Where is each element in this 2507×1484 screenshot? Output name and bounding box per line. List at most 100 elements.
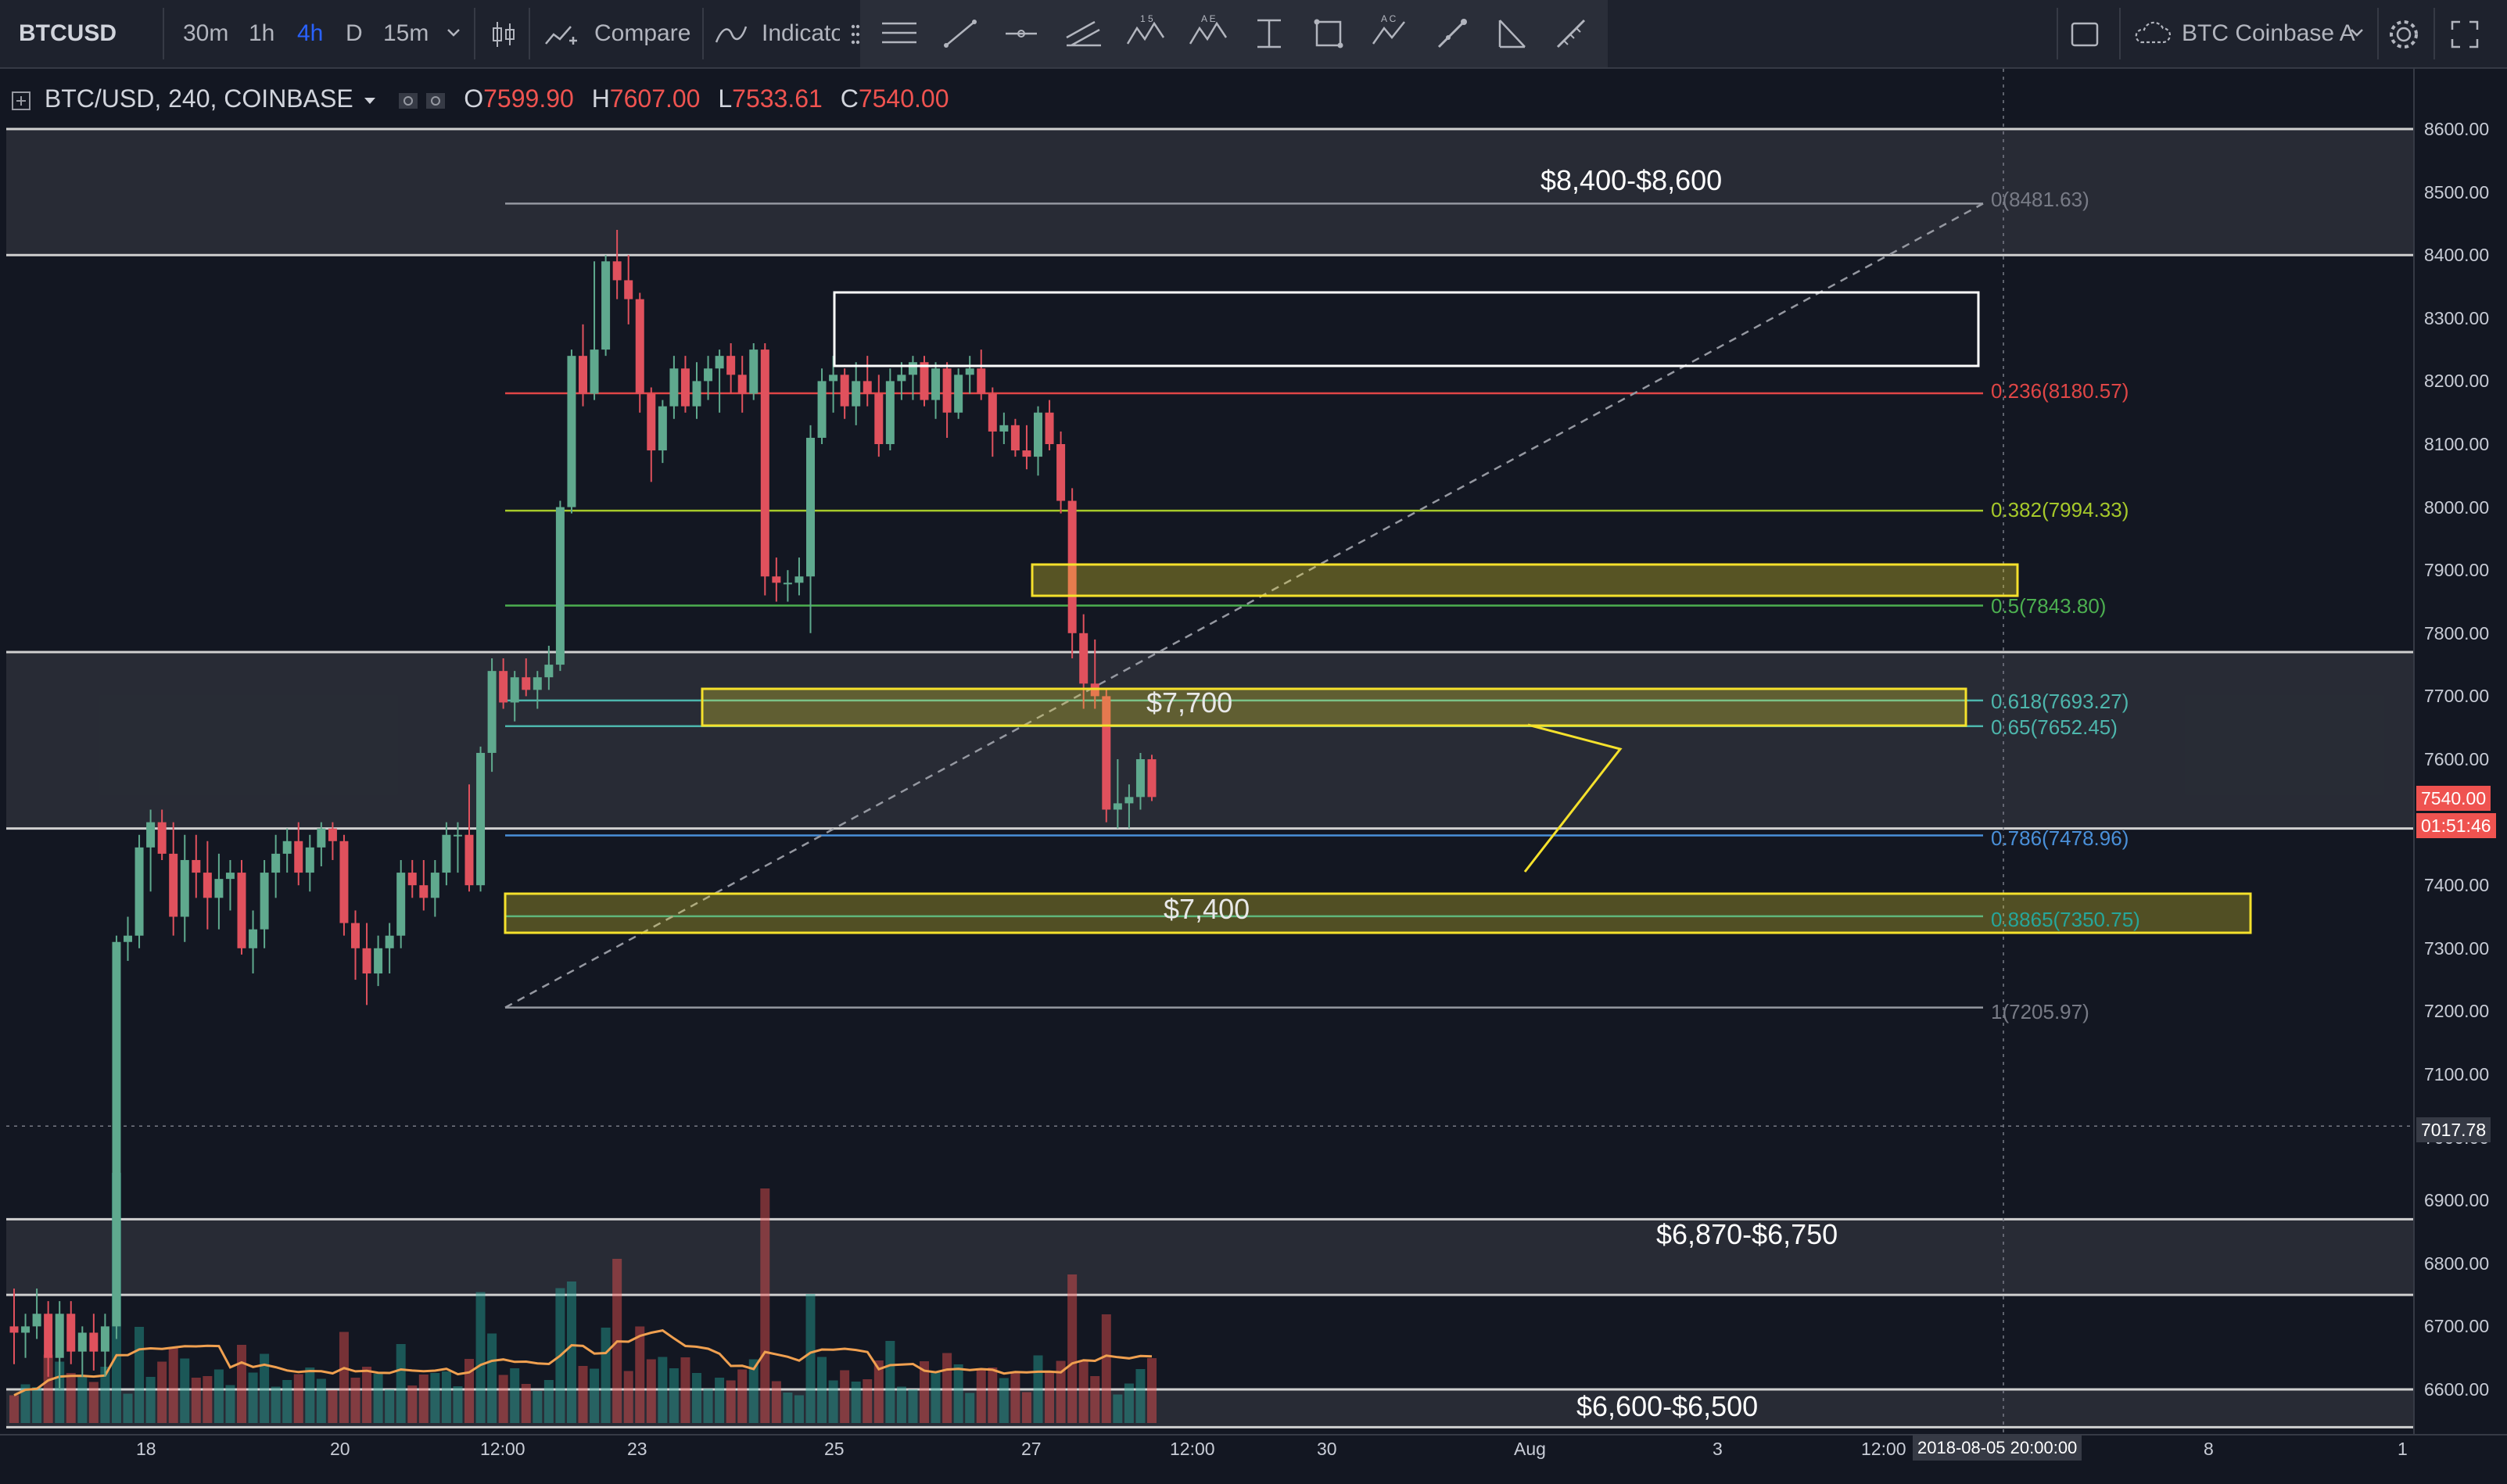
legend-title[interactable]: BTC/USD, 240, COINBASE xyxy=(44,84,353,113)
interval-15m[interactable]: 15m xyxy=(383,20,429,46)
volume-bar xyxy=(1067,1274,1078,1423)
candle-body xyxy=(794,576,804,583)
drawn-rectangle xyxy=(833,291,1980,367)
candle-body xyxy=(464,834,474,886)
volume-bar xyxy=(43,1354,53,1423)
drag-handle-icon[interactable] xyxy=(851,23,860,45)
chevron-down-icon[interactable] xyxy=(446,27,461,39)
volume-bar xyxy=(1135,1369,1146,1423)
volume-bar xyxy=(590,1368,600,1423)
volume-bar xyxy=(157,1361,167,1423)
gear-icon[interactable] xyxy=(2387,17,2421,52)
abcd-pattern-icon[interactable]: A E xyxy=(1187,13,1229,52)
volume-bar xyxy=(931,1372,941,1423)
candle-body xyxy=(430,873,439,898)
candle-body xyxy=(112,941,121,1327)
candle-body xyxy=(852,381,861,407)
volume-bar xyxy=(748,1359,759,1423)
trend-line-icon[interactable] xyxy=(941,17,979,50)
volume-bar xyxy=(293,1374,303,1423)
fib-label-0786: 0.786(7478.96) xyxy=(1991,826,2129,850)
interval-30m[interactable]: 30m xyxy=(183,20,229,46)
candle-body xyxy=(772,576,781,583)
price-tick: 8400.00 xyxy=(2424,245,2490,266)
legend-high: 7607.00 xyxy=(609,84,701,113)
volume-bar xyxy=(658,1357,668,1423)
interval-d[interactable]: D xyxy=(346,20,363,46)
candles-icon[interactable] xyxy=(490,19,518,50)
candle-body xyxy=(203,873,212,898)
volume-bar xyxy=(521,1384,531,1423)
candle-body xyxy=(134,847,144,936)
brush-icon[interactable] xyxy=(1434,16,1470,52)
svg-text:A C: A C xyxy=(1381,13,1397,24)
candle-body xyxy=(942,368,952,413)
ruler-icon[interactable] xyxy=(1553,16,1589,52)
candle-body xyxy=(1147,759,1157,798)
symbol-search[interactable]: BTCUSD xyxy=(19,20,117,46)
candle-body xyxy=(305,847,314,873)
plus-square-icon[interactable] xyxy=(11,91,31,111)
grey-zone-band xyxy=(6,1389,2413,1428)
chevron-down-icon[interactable] xyxy=(2349,27,2365,39)
time-axis[interactable] xyxy=(0,1434,2507,1484)
fib-channel-icon[interactable] xyxy=(1063,17,1103,50)
fib-label-0236: 0.236(8180.57) xyxy=(1991,379,2129,403)
candle-body xyxy=(317,828,326,848)
candle-body xyxy=(249,929,258,948)
forecast-icon[interactable] xyxy=(1494,16,1530,52)
volume-bar xyxy=(692,1373,701,1423)
volume-bar xyxy=(601,1328,611,1423)
candle-body xyxy=(624,280,633,299)
eye-icon[interactable] xyxy=(398,91,418,110)
compare-button[interactable]: Compare xyxy=(594,20,691,46)
settings-small-icon[interactable] xyxy=(425,91,446,110)
candle-body xyxy=(977,368,986,394)
interval-1h[interactable]: 1h xyxy=(249,20,275,46)
volume-bar xyxy=(828,1380,838,1423)
toolbar-divider xyxy=(2057,8,2058,59)
horizontal-line-icon[interactable] xyxy=(1002,17,1040,50)
volume-bars xyxy=(9,1173,1157,1423)
price-tick: 7900.00 xyxy=(2424,560,2490,581)
candle-body xyxy=(920,362,929,400)
interval-4h[interactable]: 4h xyxy=(297,20,324,46)
horizontal-lines-icon[interactable] xyxy=(879,17,920,50)
compare-icon[interactable] xyxy=(543,20,579,48)
volume-bar xyxy=(66,1373,76,1423)
candle-body xyxy=(806,437,815,577)
grey-zone-band xyxy=(6,651,2413,829)
pattern-icon[interactable]: 1 5 xyxy=(1124,13,1167,52)
caret-down-icon[interactable] xyxy=(364,96,376,106)
expand-icon[interactable] xyxy=(2449,19,2480,50)
drawing-tools-bar xyxy=(860,0,1608,67)
candle-body xyxy=(840,375,849,407)
indicators-icon[interactable] xyxy=(715,23,748,45)
fullscreen-box-icon[interactable] xyxy=(2069,20,2100,48)
volume-bar xyxy=(510,1368,520,1423)
volume-bar xyxy=(145,1377,156,1423)
price-axis[interactable] xyxy=(2413,69,2507,1445)
indicators-button[interactable]: Indicato xyxy=(762,20,840,46)
fib-label-0382: 0.382(7994.33) xyxy=(1991,498,2129,522)
cloud-icon[interactable] xyxy=(2132,20,2171,47)
candle-body xyxy=(271,853,281,873)
candle-body xyxy=(9,1326,19,1333)
volume-bar xyxy=(453,1386,463,1423)
volume-bar xyxy=(669,1368,679,1423)
time-tick: 12:00 xyxy=(480,1439,525,1459)
candle-body xyxy=(1135,759,1145,798)
volume-bar xyxy=(191,1378,201,1423)
countdown-tag: 01:51:46 xyxy=(2416,813,2496,838)
price-chart[interactable] xyxy=(0,69,2507,1482)
rectangle-icon[interactable] xyxy=(1311,16,1347,52)
time-tick: Aug xyxy=(1514,1439,1546,1459)
candle-body xyxy=(328,828,337,841)
volume-bar xyxy=(1078,1361,1089,1423)
candle-body xyxy=(21,1326,30,1333)
measure-icon[interactable] xyxy=(1251,16,1287,52)
saved-chart-name[interactable]: BTC Coinbase A xyxy=(2182,20,2355,46)
fib-label-065: 0.65(7652.45) xyxy=(1991,715,2118,739)
grey-zone-band xyxy=(6,129,2413,256)
elliott-wave-icon[interactable]: A C xyxy=(1370,13,1412,52)
